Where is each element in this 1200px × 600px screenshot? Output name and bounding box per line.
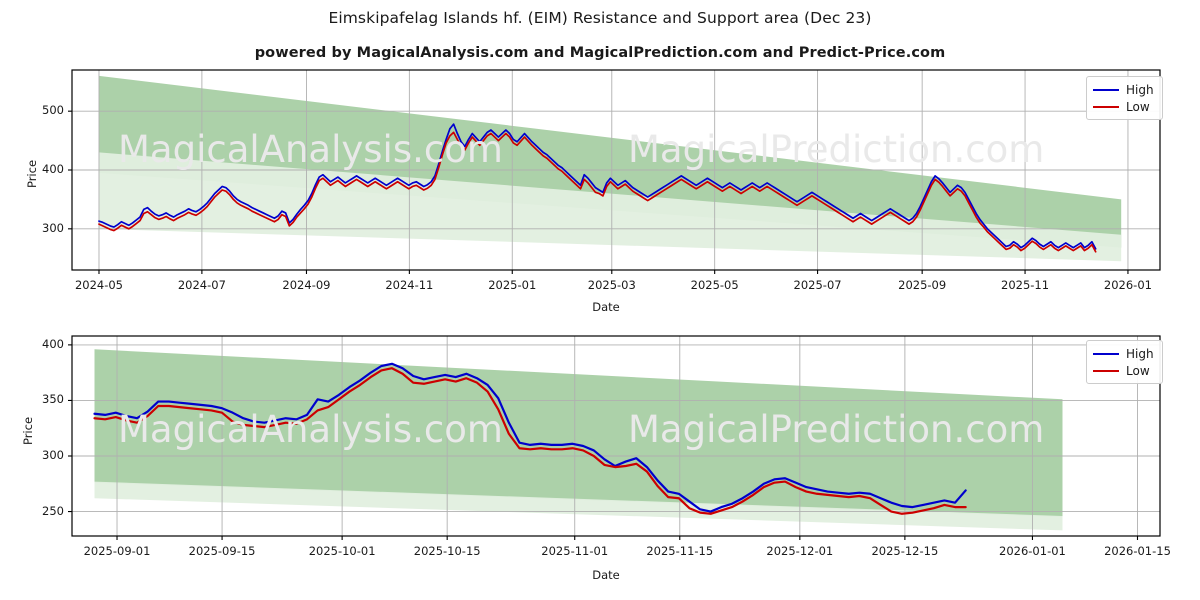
legend-item-low: Low xyxy=(1093,98,1154,115)
x-tick-label: 2024-05 xyxy=(74,278,124,292)
x-tick-label: 2025-07 xyxy=(793,278,842,292)
y-tick-label: 300 xyxy=(42,448,64,462)
x-tick-label: 2026-01 xyxy=(1103,278,1152,292)
watermark-bottom-right: MagicalPrediction.com xyxy=(628,408,1045,451)
x-tick-label: 2025-11-01 xyxy=(541,544,609,558)
x-tick-label: 2024-07 xyxy=(177,278,226,292)
watermark-top-right: MagicalPrediction.com xyxy=(628,128,1045,171)
legend-label-high: High xyxy=(1126,346,1154,361)
page-subtitle: powered by MagicalAnalysis.com and Magic… xyxy=(254,45,946,61)
x-tick-label: 2025-12-01 xyxy=(766,544,834,558)
x-tick-label: 2025-05 xyxy=(690,278,739,292)
x-tick-label: 2025-10-15 xyxy=(413,544,481,558)
x-tick-label: 2026-01-15 xyxy=(1104,544,1171,558)
legend-item-high: High xyxy=(1093,345,1154,362)
x-tick-label: 2025-12-15 xyxy=(871,544,939,558)
y-tick-label: 400 xyxy=(42,336,64,351)
legend-label-low: Low xyxy=(1126,99,1150,114)
x-tick-label: 2024-11 xyxy=(385,278,434,292)
y-tick-label: 400 xyxy=(42,162,64,176)
legend-item-high: High xyxy=(1093,81,1154,98)
x-tick-label: 2026-01-01 xyxy=(999,544,1066,558)
legend-bottom: High Low xyxy=(1086,340,1163,384)
y-tick-label: 250 xyxy=(42,503,64,518)
x-axis-label-bottom: Date xyxy=(592,568,620,582)
watermark-top-left: MagicalAnalysis.com xyxy=(118,128,503,171)
x-tick-label: 2025-01 xyxy=(488,278,537,292)
x-tick-label: 2024-09 xyxy=(282,278,331,292)
legend-swatch-low xyxy=(1093,369,1119,372)
page-title: Eimskipafelag Islands hf. (EIM) Resistan… xyxy=(328,9,872,27)
x-tick-label: 2025-11 xyxy=(1001,278,1050,292)
legend-top: High Low xyxy=(1086,76,1163,120)
y-tick-label: 350 xyxy=(42,392,64,407)
x-tick-label: 2025-03 xyxy=(587,278,636,292)
x-axis-label-top: Date xyxy=(592,300,620,314)
x-tick-label: 2025-09 xyxy=(898,278,947,292)
legend-label-low: Low xyxy=(1126,363,1150,378)
x-tick-label: 2025-09-15 xyxy=(188,544,256,558)
legend-swatch-high xyxy=(1093,352,1119,355)
x-tick-label: 2025-10-01 xyxy=(308,544,376,558)
x-tick-label: 2025-11-15 xyxy=(646,544,714,558)
legend-item-low: Low xyxy=(1093,362,1154,379)
x-tick-label: 2025-09-01 xyxy=(83,544,151,558)
watermark-bottom-left: MagicalAnalysis.com xyxy=(118,408,503,451)
legend-swatch-high xyxy=(1093,88,1119,91)
legend-swatch-low xyxy=(1093,105,1119,108)
y-tick-label: 300 xyxy=(42,220,64,235)
legend-label-high: High xyxy=(1126,82,1154,97)
y-tick-label: 500 xyxy=(42,103,64,118)
